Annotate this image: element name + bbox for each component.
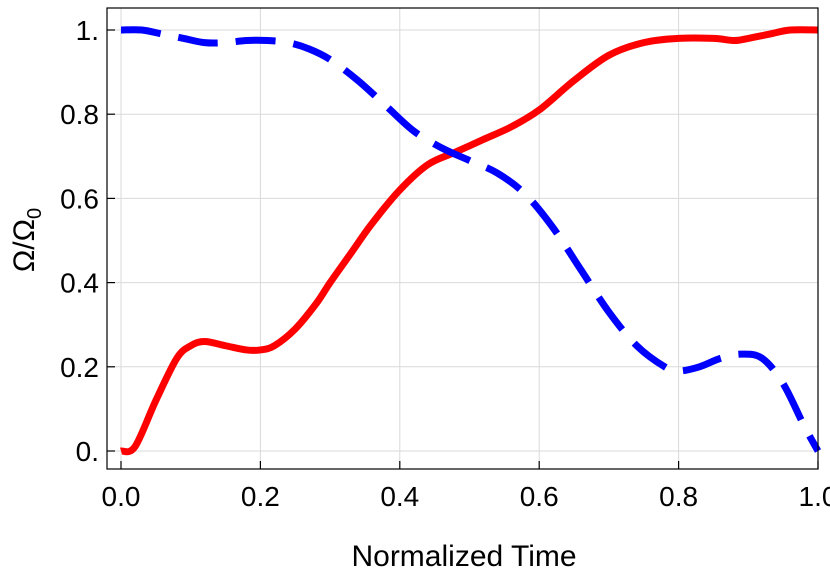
series-line-solid (119, 26, 819, 456)
y-tick-label: 0.4 (60, 268, 99, 299)
y-axis-label: Ω/Ω0 (8, 208, 46, 272)
x-tick-label: 0.6 (520, 481, 559, 512)
y-tick-label: 0.2 (60, 352, 99, 383)
x-tick-label: 0.0 (102, 481, 141, 512)
y-axis-label-main: Ω/Ω (8, 219, 41, 272)
grid (107, 8, 819, 469)
y-axis-label-subscript: 0 (24, 208, 46, 219)
x-tick-label: 1.0 (799, 481, 830, 512)
y-tick-label: 0.8 (60, 99, 99, 130)
series-layer (119, 26, 822, 456)
series-line-dashed (120, 26, 822, 453)
x-tick-label: 0.2 (241, 481, 280, 512)
x-tick-label: 0.4 (380, 481, 419, 512)
x-tick-label: 0.8 (659, 481, 698, 512)
plot-frame (106, 7, 819, 470)
x-axis-label: Normalized Time (351, 540, 576, 573)
y-tick-label: 1. (76, 15, 99, 46)
ticks: 0.0 0.2 0.4 0.6 0.8 1.0 0. 0.2 0.4 0.6 0.8 1. (60, 15, 830, 512)
y-tick-label: 0. (76, 436, 99, 467)
y-tick-label: 0.6 (60, 183, 99, 214)
